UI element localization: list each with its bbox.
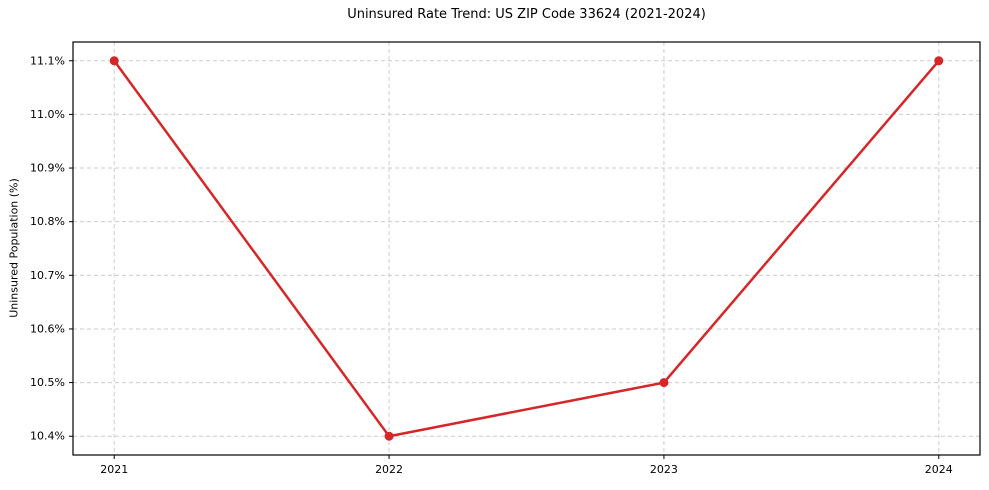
y-tick-label: 10.9%: [30, 162, 65, 175]
trend-line: [112, 59, 941, 438]
x-tick-label: 2022: [375, 463, 403, 476]
data-point: [384, 431, 394, 441]
y-tick-label: 11.0%: [30, 108, 65, 121]
y-tick-label: 10.7%: [30, 269, 65, 282]
y-tick-label: 10.8%: [30, 215, 65, 228]
data-point: [109, 56, 119, 66]
chart-title: Uninsured Rate Trend: US ZIP Code 33624 …: [347, 7, 706, 22]
data-point: [934, 56, 944, 66]
x-tick-label: 2023: [650, 463, 678, 476]
x-tick-label: 2024: [925, 463, 953, 476]
data-point: [659, 378, 669, 388]
plot-border: [72, 41, 981, 456]
y-tick-label: 10.5%: [30, 376, 65, 389]
y-tick-label: 10.6%: [30, 322, 65, 335]
y-tick-label: 10.4%: [30, 430, 65, 443]
y-tick-label: 11.1%: [30, 54, 65, 67]
x-tick-label: 2021: [100, 463, 128, 476]
